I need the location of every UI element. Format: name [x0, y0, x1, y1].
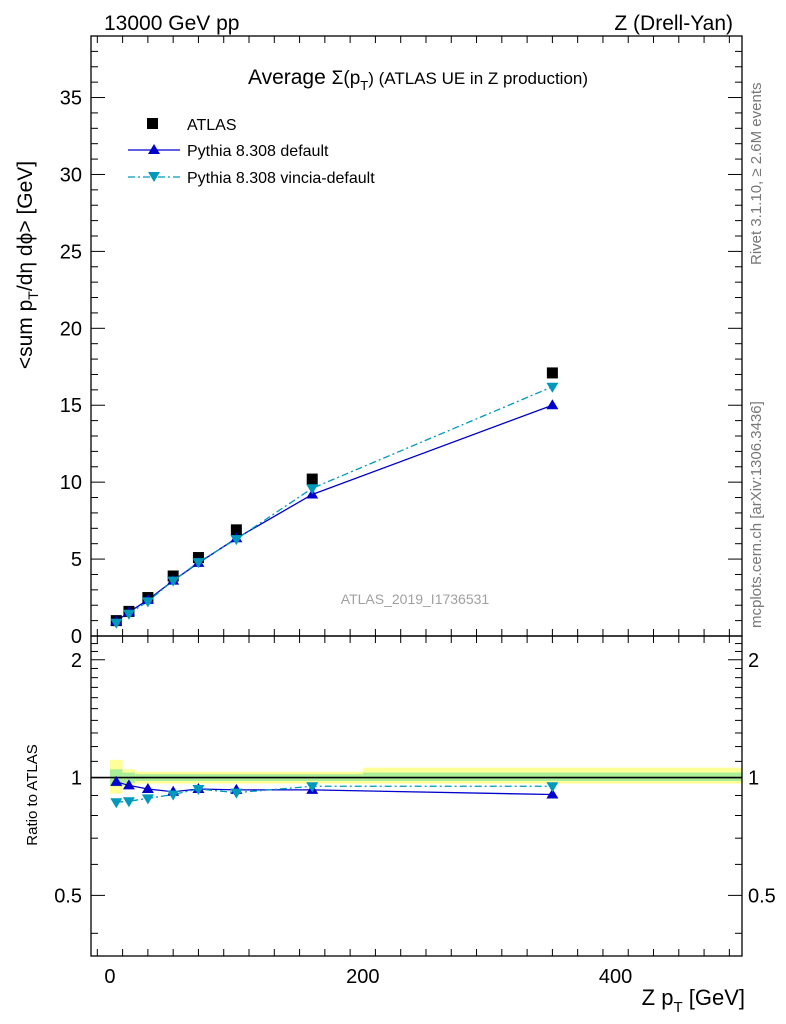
ratio-panel: 0 200 400 0.5 0.5 1 1 2 2 [54, 635, 776, 988]
main-series-line-1 [115, 404, 553, 622]
main-point-s2-5 [230, 535, 243, 546]
x-axis-label: Z pT [GeV] [642, 985, 745, 1016]
ratio-point-s1-2 [141, 794, 154, 805]
legend-marker-vincia [148, 172, 160, 182]
ratio-ytick-label: 2 [71, 650, 82, 672]
main-point-s2-6 [306, 484, 319, 495]
ratio-point-s1-5 [230, 788, 243, 799]
main-title: Average Σ(pT) (ATLAS UE in Z production) [248, 66, 588, 93]
ratio-point-s0-0 [110, 775, 123, 786]
main-point-s0-6 [306, 473, 318, 485]
main-point-s1-7 [546, 399, 559, 410]
ratio-point-s0-1 [122, 779, 135, 790]
main-point-s2-7 [546, 382, 559, 393]
xlabel-post: [GeV] [683, 985, 745, 1010]
ratio-point-s1-1 [122, 797, 135, 808]
ratio-frame [90, 635, 743, 957]
ratio-point-s1-6 [306, 782, 319, 793]
ylabel-pre: <sum p [14, 300, 37, 369]
ratio-ytick-label-right: 1 [748, 768, 759, 790]
ratio-ytick-label: 0.5 [54, 885, 82, 907]
ylabel-post: /dη dϕ> [GeV] [14, 161, 37, 291]
ratio-ytick-label-right: 2 [748, 650, 759, 672]
legend-label-atlas: ATLAS [187, 117, 237, 134]
main-ytick-label: 0 [71, 626, 82, 648]
title-pre: Average [248, 66, 332, 89]
main-ytick-label: 10 [60, 472, 82, 494]
main-ytick-label: 25 [60, 241, 82, 263]
xlabel-sub: T [673, 999, 682, 1016]
main-point-s0-7 [546, 367, 558, 379]
xtick-label: 200 [346, 966, 379, 988]
main-ytick-label: 15 [60, 395, 82, 417]
main-point-s2-4 [192, 558, 205, 569]
mcplots-label: mcplots.cern.ch [arXiv:1306.3436] [748, 401, 765, 628]
ratio-point-s1-3 [167, 790, 180, 801]
ratio-point-s0-2 [141, 782, 154, 793]
header-right: Z (Drell-Yan) [614, 12, 733, 35]
rivet-label: Rivet 3.1.10, ≥ 2.6M events [748, 83, 765, 266]
legend: ATLAS Pythia 8.308 default Pythia 8.308 … [128, 117, 375, 187]
main-point-s2-2 [141, 597, 154, 608]
legend-marker-atlas [147, 118, 158, 129]
ylabel-sub: T [25, 291, 41, 300]
main-ytick-label: 35 [60, 88, 82, 110]
main-point-s0-5 [230, 524, 242, 536]
main-series-line-2 [115, 386, 553, 624]
ratio-series-line-1 [116, 785, 553, 803]
legend-marker-default [148, 144, 160, 154]
ratio-point-s0-7 [546, 788, 559, 799]
main-ytick-label: 30 [60, 164, 82, 186]
main-ylabel: <sum pT/dη dϕ> [GeV] [14, 161, 41, 369]
ratio-ytick-label-right: 0.5 [748, 885, 776, 907]
legend-label-vincia: Pythia 8.308 vincia-default [187, 170, 375, 187]
ratio-ytick-label: 1 [71, 768, 82, 790]
main-point-s2-3 [167, 576, 180, 587]
title-sub: T [360, 78, 368, 93]
ratio-point-s1-0 [110, 798, 123, 809]
legend-label-default: Pythia 8.308 default [187, 143, 329, 160]
main-point-s2-1 [122, 609, 135, 620]
header-left: 13000 GeV pp [104, 12, 239, 35]
main-ytick-label: 5 [71, 549, 82, 571]
analysis-watermark: ATLAS_2019_I1736531 [341, 591, 490, 607]
ratio-ylabel: Ratio to ATLAS [24, 744, 41, 845]
xtick-label: 400 [599, 966, 632, 988]
xtick-label: 0 [104, 966, 115, 988]
main-point-s2-0 [110, 618, 123, 629]
xlabel-pre: Z p [642, 985, 674, 1010]
ratio-point-s1-7 [546, 782, 559, 793]
main-ytick-label: 20 [60, 318, 82, 340]
title-sigma: Σ(p [332, 68, 361, 89]
title-post: ) (ATLAS UE in Z production) [368, 69, 588, 88]
main-panel: 0 5 10 15 20 25 30 35 [60, 35, 743, 648]
ratio-point-s1-4 [192, 784, 205, 795]
